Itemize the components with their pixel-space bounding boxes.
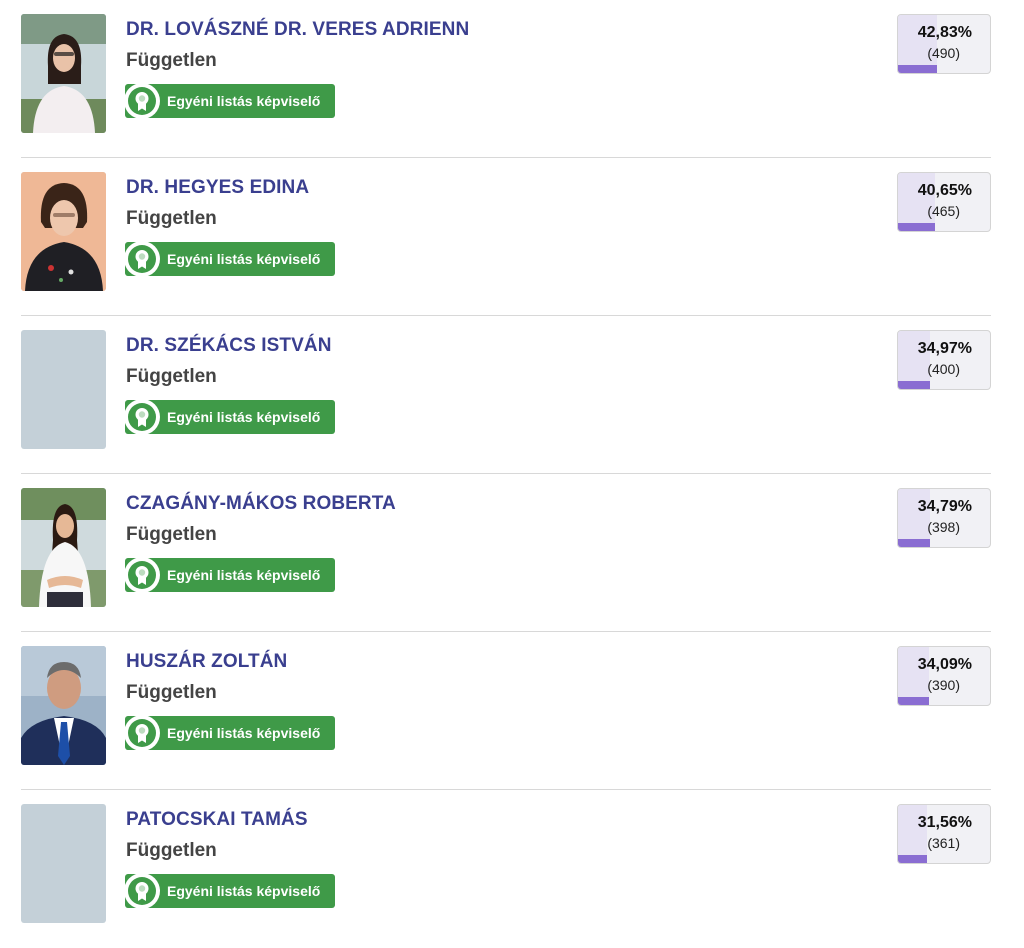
result-box: 34,09% (390) [897,646,991,706]
award-ribbon-icon [124,241,160,277]
candidate-row[interactable]: DR. HEGYES EDINA Független Egyéni listás… [21,158,991,316]
candidate-name[interactable]: HUSZÁR ZOLTÁN [126,651,288,672]
result-votes: (465) [927,203,960,219]
result-fill [898,15,938,73]
candidate-row[interactable]: CZAGÁNY-MÁKOS ROBERTA Független Egyéni l… [21,474,991,632]
badge-label: Egyéni listás képviselő [167,883,321,899]
result-percent: 34,09% [917,656,972,673]
status-badge: Egyéni listás képviselő [124,241,335,277]
award-ribbon-icon [124,715,160,751]
badge-label: Egyéni listás képviselő [167,93,321,109]
candidate-photo [21,646,106,765]
result-fill [898,805,928,863]
candidate-name[interactable]: CZAGÁNY-MÁKOS ROBERTA [126,493,396,514]
result-votes: (400) [927,361,960,377]
result-percent: 42,83% [917,24,972,41]
award-ribbon-icon [124,873,160,909]
result-fill [898,489,930,547]
result-box: 40,65% (465) [897,172,991,232]
award-ribbon-icon [124,399,160,435]
candidate-row[interactable]: PATOCSKAI TAMÁS Független Egyéni listás … [21,790,991,948]
result-progress-bar [898,65,938,73]
badge-label: Egyéni listás képviselő [167,567,321,583]
candidate-name[interactable]: DR. SZÉKÁCS ISTVÁN [126,335,332,356]
candidate-photo [21,172,106,291]
candidate-photo [21,14,106,133]
status-badge: Egyéni listás képviselő [124,873,335,909]
candidate-party: Független [126,50,217,71]
result-box: 42,83% (490) [897,14,991,74]
result-percent: 34,79% [917,498,972,515]
result-fill [898,331,931,389]
candidate-row[interactable]: DR. SZÉKÁCS ISTVÁN Független Egyéni list… [21,316,991,474]
result-percent: 40,65% [917,182,972,199]
candidate-name[interactable]: DR. HEGYES EDINA [126,177,310,198]
status-badge: Egyéni listás képviselő [124,83,335,119]
candidate-row[interactable]: HUSZÁR ZOLTÁN Független Egyéni listás ké… [21,632,991,790]
result-box: 31,56% (361) [897,804,991,864]
candidate-party: Független [126,840,217,861]
award-ribbon-icon [124,557,160,593]
candidate-name[interactable]: DR. LOVÁSZNÉ DR. VERES ADRIENN [126,19,470,40]
candidate-row[interactable]: DR. LOVÁSZNÉ DR. VERES ADRIENN Független… [21,0,991,158]
candidate-party: Független [126,524,217,545]
candidate-party: Független [126,366,217,387]
result-percent: 34,97% [917,340,972,357]
result-progress-bar [898,381,931,389]
status-badge: Egyéni listás képviselő [124,399,335,435]
candidate-name[interactable]: PATOCSKAI TAMÁS [126,809,308,830]
result-fill [898,647,930,705]
candidate-photo [21,330,106,449]
badge-label: Egyéni listás képviselő [167,409,321,425]
status-badge: Egyéni listás képviselő [124,557,335,593]
candidate-party: Független [126,682,217,703]
result-votes: (390) [927,677,960,693]
status-badge: Egyéni listás képviselő [124,715,335,751]
result-progress-bar [898,539,930,547]
candidate-photo [21,488,106,607]
candidate-party: Független [126,208,217,229]
result-percent: 31,56% [917,814,972,831]
award-ribbon-icon [124,83,160,119]
result-progress-bar [898,855,928,863]
badge-label: Egyéni listás képviselő [167,251,321,267]
result-box: 34,79% (398) [897,488,991,548]
result-box: 34,97% (400) [897,330,991,390]
result-fill [898,173,936,231]
result-votes: (490) [927,45,960,61]
badge-label: Egyéni listás képviselő [167,725,321,741]
candidate-photo [21,804,106,923]
result-votes: (361) [927,835,960,851]
result-progress-bar [898,223,936,231]
result-progress-bar [898,697,930,705]
result-votes: (398) [927,519,960,535]
